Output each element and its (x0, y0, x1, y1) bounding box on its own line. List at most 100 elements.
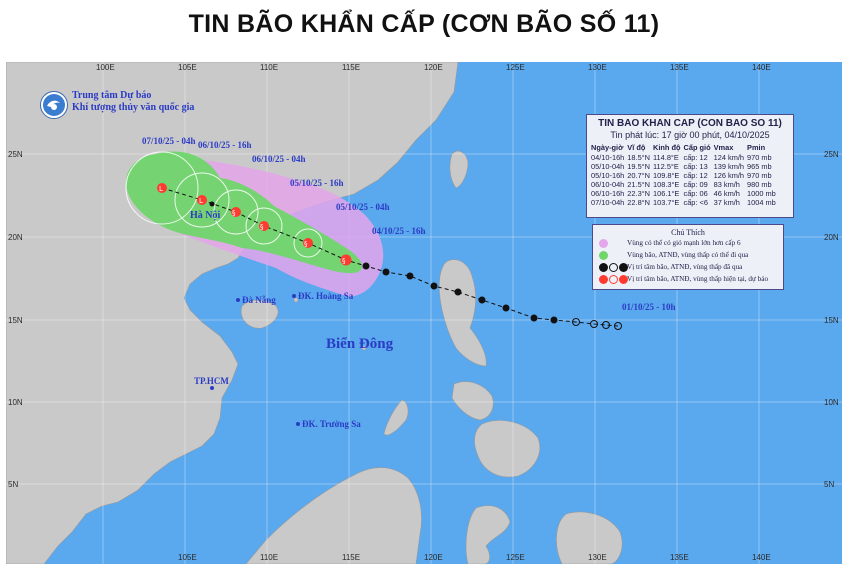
svg-text:05/10/25 - 04h: 05/10/25 - 04h (336, 202, 390, 212)
svg-text:10N: 10N (8, 398, 23, 407)
cell: cấp: 09 (683, 180, 708, 189)
map-legend: Chú Thích Vùng có thể có gió mạnh lớn hơ… (592, 224, 784, 290)
hanoi-label: Hà Nội (190, 210, 221, 221)
svg-text:20N: 20N (8, 233, 23, 242)
agency-logo (40, 91, 68, 119)
danang-label: Đà Nẵng (242, 295, 276, 305)
cell: 04/10-16h (591, 153, 625, 162)
svg-text:20N: 20N (824, 233, 839, 242)
hcm-label: TP.HCM (194, 376, 229, 386)
cell: 965 mb (747, 162, 772, 171)
hcm-dot (210, 386, 214, 390)
legend-item-label: Vùng bão, ATNĐ, vùng thấp có thể đi qua (627, 251, 749, 259)
sea-name-label: Biển Đông (326, 336, 394, 352)
risk-zone (126, 151, 362, 274)
table-header-row: Ngày-giờ Vĩ độ Kinh độ Cấp gió Vmax Pmin (591, 143, 779, 153)
cell: 108.3°E (652, 180, 680, 189)
legend-item-past-positions: Vị trí tâm bão, ATNĐ, vùng thấp đã qua (593, 261, 783, 273)
tick-labels-left: 25N 20N 15N 10N 5N (8, 150, 23, 489)
graticule (6, 62, 842, 564)
cell: 970 mb (747, 171, 772, 180)
cell: 19.5°N (627, 162, 650, 171)
svg-text:105E: 105E (178, 63, 197, 72)
cell: 112.5°E (652, 162, 679, 171)
svg-text:140E: 140E (752, 553, 771, 562)
svg-text:140E: 140E (752, 63, 771, 72)
table-row: 07/10-04h 22.8°N 103.7°E cấp: <6 37 km/h 1004… (591, 198, 779, 207)
svg-text:135E: 135E (670, 553, 689, 562)
cell: cấp: 06 (683, 189, 708, 198)
cell: 22.8°N (627, 198, 650, 207)
cell: 1004 mb (747, 198, 776, 207)
cell: 06/10-04h (591, 180, 625, 189)
svg-text:25N: 25N (824, 150, 839, 159)
cell: 20.7°N (627, 171, 650, 180)
cell: 22.3°N (627, 189, 650, 198)
svg-text:06/10/25 - 04h: 06/10/25 - 04h (252, 154, 306, 164)
cell: 05/10-16h (591, 171, 625, 180)
cell: 980 mb (747, 180, 772, 189)
headline: TIN BÃO KHẨN CẤP (CƠN BÃO SỐ 11) (188, 10, 660, 38)
cell: 83 km/h (713, 180, 740, 189)
cell: 139 km/h (713, 162, 745, 171)
col-header: Kinh độ (652, 143, 681, 152)
svg-text:§: § (304, 240, 308, 248)
hoangsa-dot (292, 294, 296, 298)
legend-item-label: Vị trí tâm bão, ATNĐ, vùng thấp đã qua (627, 263, 743, 271)
svg-text:135E: 135E (670, 63, 689, 72)
hanoi-dot (209, 201, 215, 207)
table-row: 06/10-16h 22.3°N 106.1°E cấp: 06 46 km/h 1000… (591, 189, 779, 198)
cell: 103.7°E (652, 198, 680, 207)
svg-text:§: § (232, 209, 236, 217)
forecast-storm-symbols-icon (599, 275, 629, 284)
svg-text:10N: 10N (824, 398, 839, 407)
tick-labels-bottom: 105E 110E 115E 120E 125E 130E 135E 140E (178, 553, 771, 562)
cell: 21.5°N (627, 180, 650, 189)
forecast-circles (125, 151, 323, 258)
svg-text:§: § (260, 223, 264, 231)
legend-item-forecast-positions: Vị trí tâm bão, ATNĐ, vùng thấp hiện tại… (593, 273, 783, 285)
pink-zone-swatch-icon (599, 239, 609, 248)
cell: cấp: 13 (683, 162, 708, 171)
svg-text:06/10/25 - 16h: 06/10/25 - 16h (198, 140, 252, 150)
cell: 37 km/h (713, 198, 740, 207)
svg-text:115E: 115E (342, 63, 360, 72)
table-row: 05/10-16h 20.7°N 109.8°E cấp: 12 126 km/h 970… (591, 171, 779, 180)
table-row: 06/10-04h 21.5°N 108.3°E cấp: 09 83 km/h 980 … (591, 180, 779, 189)
cell: 07/10-04h (591, 198, 625, 207)
agency-name: Trung tâm Dự báo Khí tượng thủy văn quốc… (72, 90, 194, 114)
col-header: Vmax (713, 143, 734, 152)
col-header: Ngày-giờ (591, 143, 624, 152)
col-header: Vĩ độ (627, 143, 646, 152)
cell: 124 km/h (713, 153, 745, 162)
svg-text:110E: 110E (260, 63, 278, 72)
cell: 46 km/h (713, 189, 740, 198)
land (6, 62, 623, 564)
legend-item-label: Vùng có thể có gió mạnh lớn hơn cấp 6 (627, 239, 741, 247)
tick-labels-top: 100E 105E 110E 115E 120E 125E 130E 135E … (96, 63, 771, 72)
legend-title: Chú Thích (671, 228, 705, 237)
table-row: 05/10-04h 19.5°N 112.5°E cấp: 13 139 km/h 965… (591, 162, 779, 171)
svg-text:115E: 115E (342, 553, 360, 562)
storm-info-box: TIN BAO KHAN CAP (CON BAO SO 11) Tin phá… (586, 114, 794, 218)
past-markers (362, 262, 622, 330)
cell: cấp: 12 (683, 153, 708, 162)
svg-text:125E: 125E (506, 553, 525, 562)
svg-text:07/10/25 - 04h: 07/10/25 - 04h (142, 136, 196, 146)
svg-text:L: L (159, 185, 163, 193)
forecast-markers: L L § § § § (157, 183, 352, 266)
svg-text:5N: 5N (8, 480, 18, 489)
time-labels: 07/10/25 - 04h 06/10/25 - 16h 06/10/25 -… (142, 136, 676, 312)
hoangsa-label: ĐK. Hoàng Sa (298, 291, 354, 301)
legend-item-risk-zone: Vùng bão, ATNĐ, vùng thấp có thể đi qua (593, 249, 783, 261)
legend-item-strong-wind: Vùng có thể có gió mạnh lớn hơn cấp 6 (593, 237, 783, 249)
cell: 970 mb (747, 153, 772, 162)
svg-text:05/10/25 - 16h: 05/10/25 - 16h (290, 178, 344, 188)
svg-text:04/10/25 - 16h: 04/10/25 - 16h (372, 226, 426, 236)
danang-dot (236, 298, 240, 302)
info-title: TIN BAO KHAN CAP (CON BAO SO 11) (598, 118, 782, 129)
table-row: 04/10-16h 18.5°N 114.8°E cấp: 12 124 km/h 970… (591, 153, 779, 162)
svg-text:25N: 25N (8, 150, 23, 159)
cell: 114.8°E (652, 153, 679, 162)
svg-text:105E: 105E (178, 553, 197, 562)
